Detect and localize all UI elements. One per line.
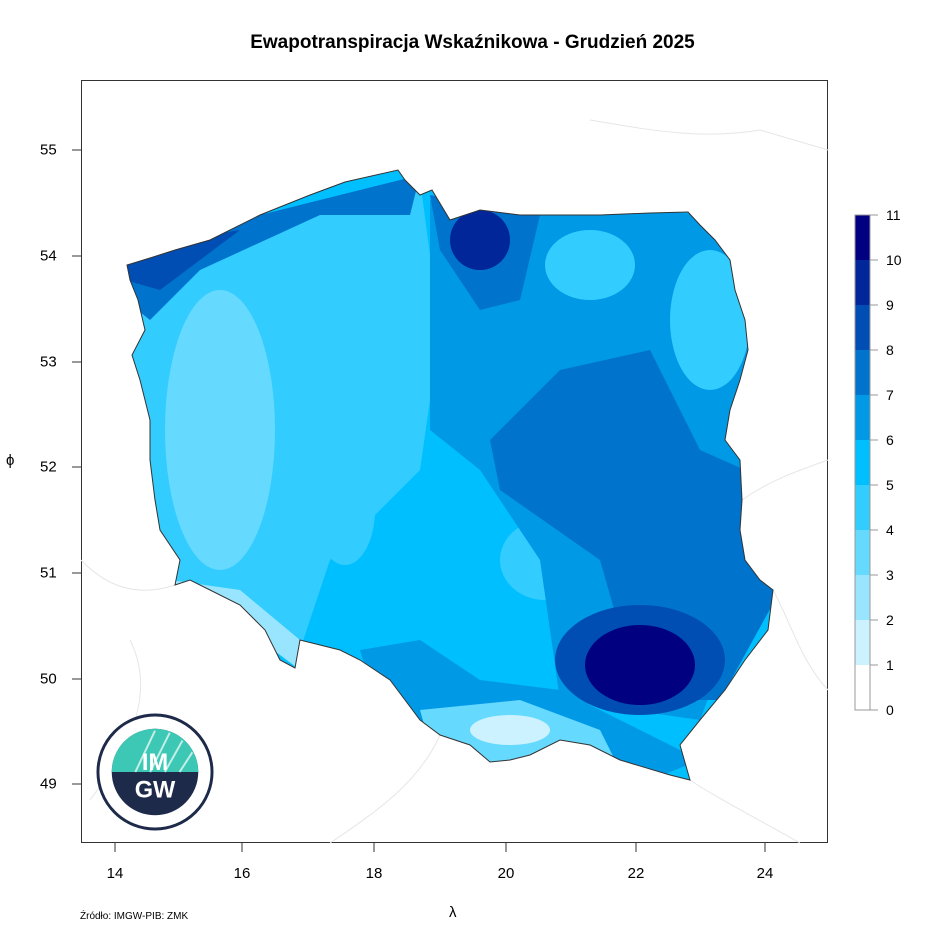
legend-tick-label: 10 bbox=[886, 252, 902, 268]
legend-bin bbox=[855, 305, 870, 350]
legend-bin bbox=[855, 575, 870, 620]
legend-bin bbox=[855, 530, 870, 575]
legend-tick-label: 6 bbox=[886, 432, 894, 448]
y-tick-label: 50 bbox=[40, 670, 57, 688]
legend-tick-label: 0 bbox=[886, 702, 894, 718]
legend-tick-label: 3 bbox=[886, 567, 894, 583]
legend-tick-label: 11 bbox=[886, 207, 901, 223]
x-tick-label: 14 bbox=[106, 865, 124, 882]
x-tick-label: 22 bbox=[627, 865, 645, 882]
map-title: Ewapotranspiracja Wskaźnikowa - Grudzień… bbox=[250, 32, 695, 53]
x-tick-label: 20 bbox=[497, 865, 515, 882]
axis-ticks bbox=[72, 149, 766, 852]
legend-bin bbox=[855, 395, 870, 440]
x-axis-label: λ bbox=[449, 904, 457, 921]
svg-text:GW: GW bbox=[135, 778, 176, 804]
legend-tick-label: 9 bbox=[886, 297, 894, 313]
y-axis-label: ϕ bbox=[6, 452, 15, 469]
legend-colorbar bbox=[854, 214, 878, 711]
legend-bin bbox=[855, 350, 870, 395]
y-tick-label: 52 bbox=[40, 458, 57, 476]
y-tick-label: 53 bbox=[40, 353, 57, 371]
legend-tick-label: 7 bbox=[886, 387, 894, 403]
x-tick-label: 16 bbox=[233, 865, 251, 882]
imgw-logo: IM GW bbox=[96, 713, 214, 831]
legend-bin bbox=[855, 215, 870, 260]
legend-tick-label: 2 bbox=[886, 612, 894, 628]
legend-bin bbox=[855, 665, 870, 710]
y-tick-label: 55 bbox=[40, 141, 57, 159]
legend-bin bbox=[855, 485, 870, 530]
legend-bin bbox=[855, 620, 870, 665]
legend-tick-label: 8 bbox=[886, 342, 894, 358]
evapotranspiration-field bbox=[127, 170, 773, 780]
neighbour-borders bbox=[80, 119, 829, 844]
x-tick-label: 18 bbox=[365, 865, 383, 882]
legend-bin bbox=[855, 440, 870, 485]
legend-tick-label: 5 bbox=[886, 477, 894, 493]
source-note: Źródło: IMGW-PIB: ZMK bbox=[80, 911, 189, 922]
y-tick-label: 49 bbox=[40, 775, 57, 793]
x-tick-label: 24 bbox=[756, 865, 774, 882]
legend-tick-label: 4 bbox=[886, 522, 894, 538]
plot-frame bbox=[81, 80, 828, 843]
legend-tick-label: 1 bbox=[886, 657, 894, 673]
legend-bin bbox=[855, 260, 870, 305]
y-tick-label: 51 bbox=[40, 564, 57, 582]
svg-text:IM: IM bbox=[142, 750, 168, 776]
y-tick-label: 54 bbox=[40, 247, 57, 265]
